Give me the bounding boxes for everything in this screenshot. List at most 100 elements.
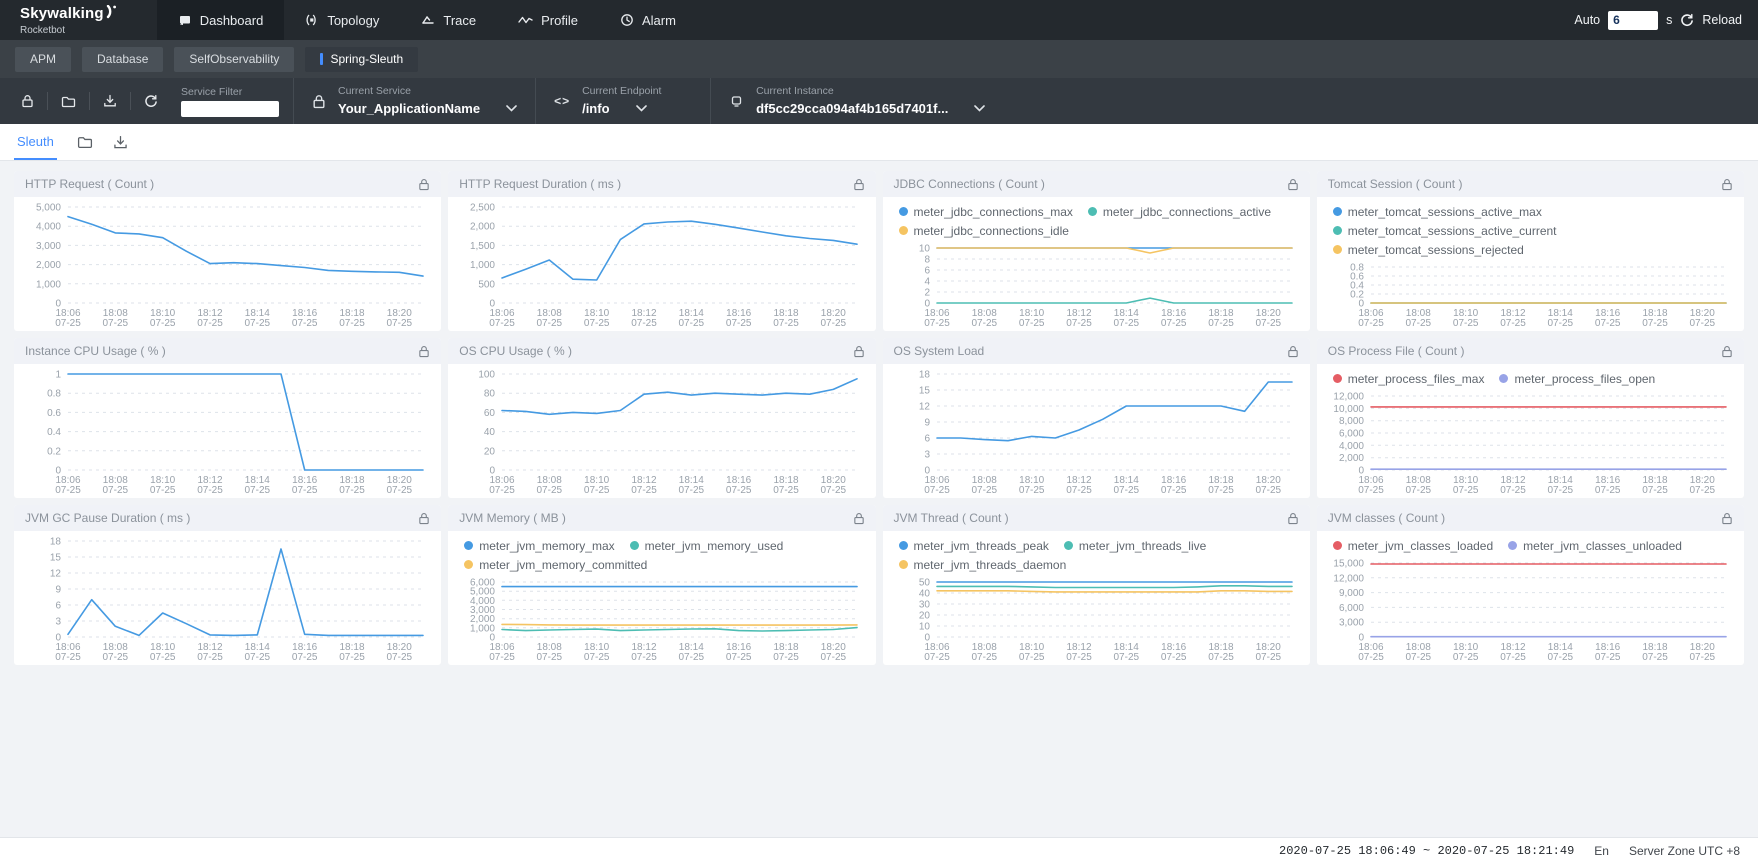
- nav-item-trace[interactable]: Trace: [400, 0, 497, 40]
- chart-canvas[interactable]: 036912151818:0607-2518:0807-2518:1007-25…: [18, 533, 437, 663]
- lock-icon[interactable]: [1721, 345, 1733, 358]
- svg-text:07-25: 07-25: [584, 318, 610, 329]
- legend-label: meter_jvm_threads_peak: [914, 539, 1049, 553]
- tab-sleuth[interactable]: Sleuth: [14, 124, 57, 160]
- legend-item-meter-jvm-classes-unloaded[interactable]: meter_jvm_classes_unloaded: [1508, 536, 1682, 555]
- time-range[interactable]: 2020-07-25 18:06:49 ~ 2020-07-25 18:21:4…: [1279, 844, 1574, 858]
- svg-text:07-25: 07-25: [1018, 318, 1044, 329]
- lock-icon[interactable]: [1721, 178, 1733, 191]
- legend-item-meter-tomcat-sessions-active-current[interactable]: meter_tomcat_sessions_active_current: [1333, 221, 1557, 240]
- chart-canvas[interactable]: 00.20.40.60.818:0607-2518:0807-2518:1007…: [1321, 259, 1740, 329]
- export-icon[interactable]: [90, 94, 130, 108]
- svg-text:07-25: 07-25: [1160, 652, 1186, 663]
- svg-text:07-25: 07-25: [387, 318, 413, 329]
- panel-body: meter_process_files_max meter_process_fil…: [1317, 364, 1744, 498]
- lock-icon[interactable]: [1287, 345, 1299, 358]
- nav-item-topology[interactable]: Topology: [284, 0, 400, 40]
- app-logo[interactable]: Skywalking Rocketbot: [0, 5, 135, 36]
- tab-spring-sleuth[interactable]: Spring-Sleuth: [305, 47, 418, 72]
- chart-canvas[interactable]: 0102030405018:0607-2518:0807-2518:1007-2…: [887, 574, 1306, 663]
- current-service-selector[interactable]: Current Service Your_ApplicationName: [293, 78, 535, 124]
- legend-dot: [1333, 374, 1342, 383]
- legend-item-meter-jvm-memory-used[interactable]: meter_jvm_memory_used: [630, 536, 784, 555]
- nav-item-dashboard[interactable]: Dashboard: [157, 0, 285, 40]
- lock-icon[interactable]: [8, 94, 47, 108]
- panel-body: 036912151818:0607-2518:0807-2518:1007-25…: [14, 531, 441, 665]
- legend-item-meter-jvm-memory-max[interactable]: meter_jvm_memory_max: [464, 536, 614, 555]
- current-endpoint-selector[interactable]: <> Current Endpoint /info: [535, 78, 710, 124]
- charts-area: HTTP Request ( Count )01,0002,0003,0004,…: [0, 161, 1758, 837]
- legend-item-meter-jdbc-connections-idle[interactable]: meter_jdbc_connections_idle: [899, 221, 1069, 240]
- refresh-icon[interactable]: [131, 94, 171, 108]
- legend-item-meter-process-files-max[interactable]: meter_process_files_max: [1333, 369, 1485, 388]
- chart-canvas[interactable]: 01,0002,0003,0004,0005,00018:0607-2518:0…: [18, 199, 437, 329]
- folder-icon[interactable]: [48, 95, 89, 108]
- tab-database[interactable]: Database: [82, 47, 163, 72]
- code-icon: <>: [554, 94, 570, 108]
- legend-item-meter-process-files-open[interactable]: meter_process_files_open: [1499, 369, 1655, 388]
- svg-text:30: 30: [918, 600, 930, 611]
- svg-text:15: 15: [50, 553, 62, 564]
- svg-text:07-25: 07-25: [1689, 318, 1715, 329]
- chart-canvas[interactable]: 02040608010018:0607-2518:0807-2518:1007-…: [452, 366, 871, 496]
- legend-item-meter-jdbc-connections-max[interactable]: meter_jdbc_connections_max: [899, 202, 1073, 221]
- svg-text:3,000: 3,000: [1339, 618, 1364, 629]
- legend-dot: [1333, 541, 1342, 550]
- svg-text:07-25: 07-25: [1642, 318, 1668, 329]
- reload-label[interactable]: Reload: [1702, 13, 1742, 27]
- panel-header: JDBC Connections ( Count ): [883, 171, 1310, 197]
- chart-canvas[interactable]: 024681018:0607-2518:0807-2518:1007-2518:…: [887, 240, 1306, 329]
- svg-text:07-25: 07-25: [1500, 485, 1526, 496]
- chart-canvas[interactable]: 05001,0001,5002,0002,50018:0607-2518:080…: [452, 199, 871, 329]
- svg-text:07-25: 07-25: [292, 652, 318, 663]
- lock-icon[interactable]: [1721, 512, 1733, 525]
- folder-icon[interactable]: [77, 124, 93, 160]
- legend-item-meter-jvm-threads-peak[interactable]: meter_jvm_threads_peak: [899, 536, 1049, 555]
- main-nav: Dashboard Topology Trace Profile Alarm: [157, 0, 697, 40]
- chart-canvas[interactable]: 036912151818:0607-2518:0807-2518:1007-25…: [887, 366, 1306, 496]
- legend-item-meter-jvm-classes-loaded[interactable]: meter_jvm_classes_loaded: [1333, 536, 1493, 555]
- legend-item-meter-jvm-threads-daemon[interactable]: meter_jvm_threads_daemon: [899, 555, 1067, 574]
- reload-icon[interactable]: [1680, 13, 1694, 27]
- chart-canvas[interactable]: 01,0002,0003,0004,0005,0006,00018:0607-2…: [452, 574, 871, 663]
- language-selector[interactable]: En: [1594, 844, 1609, 858]
- legend-item-meter-jvm-memory-committed[interactable]: meter_jvm_memory_committed: [464, 555, 647, 574]
- chart-plot: 024681018:0607-2518:0807-2518:1007-2518:…: [887, 240, 1306, 331]
- lock-icon[interactable]: [418, 178, 430, 191]
- service-filter-input[interactable]: [181, 101, 279, 117]
- lock-icon[interactable]: [853, 512, 865, 525]
- chart-canvas[interactable]: 02,0004,0006,0008,00010,00012,00018:0607…: [1321, 388, 1740, 496]
- nav-item-alarm[interactable]: Alarm: [599, 0, 697, 40]
- tab-selfobservability[interactable]: SelfObservability: [174, 47, 294, 72]
- legend-item-meter-tomcat-sessions-rejected[interactable]: meter_tomcat_sessions_rejected: [1333, 240, 1524, 259]
- nav-item-profile[interactable]: Profile: [497, 0, 599, 40]
- svg-text:07-25: 07-25: [1405, 318, 1431, 329]
- server-zone-selector[interactable]: Server Zone UTC +8: [1629, 844, 1740, 858]
- chart-canvas[interactable]: 00.20.40.60.8118:0607-2518:0807-2518:100…: [18, 366, 437, 496]
- svg-text:6,000: 6,000: [1339, 429, 1364, 440]
- selector-value: Your_ApplicationName: [338, 101, 480, 116]
- chart-plot: 036912151818:0607-2518:0807-2518:1007-25…: [887, 366, 1306, 498]
- svg-text:07-25: 07-25: [1500, 652, 1526, 663]
- legend-item-meter-jvm-threads-live[interactable]: meter_jvm_threads_live: [1064, 536, 1206, 555]
- auto-interval-input[interactable]: [1608, 11, 1658, 30]
- lock-icon[interactable]: [418, 345, 430, 358]
- svg-text:3: 3: [55, 617, 61, 628]
- current-instance-selector[interactable]: Current Instance df5cc29cca094af4b165d74…: [710, 78, 1003, 124]
- svg-text:07-25: 07-25: [1160, 485, 1186, 496]
- svg-text:07-25: 07-25: [387, 652, 413, 663]
- lock-icon[interactable]: [418, 512, 430, 525]
- tab-apm[interactable]: APM: [15, 47, 71, 72]
- lock-icon[interactable]: [1287, 178, 1299, 191]
- svg-text:4,000: 4,000: [36, 222, 61, 233]
- svg-text:5,000: 5,000: [36, 203, 61, 214]
- legend-item-meter-tomcat-sessions-active-max[interactable]: meter_tomcat_sessions_active_max: [1333, 202, 1542, 221]
- lock-icon[interactable]: [853, 178, 865, 191]
- svg-text:1: 1: [55, 370, 61, 381]
- lock-icon[interactable]: [853, 345, 865, 358]
- svg-text:07-25: 07-25: [1405, 485, 1431, 496]
- legend-item-meter-jdbc-connections-active[interactable]: meter_jdbc_connections_active: [1088, 202, 1271, 221]
- export-icon[interactable]: [113, 124, 128, 160]
- lock-icon[interactable]: [1287, 512, 1299, 525]
- chart-canvas[interactable]: 03,0006,0009,00012,00015,00018:0607-2518…: [1321, 555, 1740, 663]
